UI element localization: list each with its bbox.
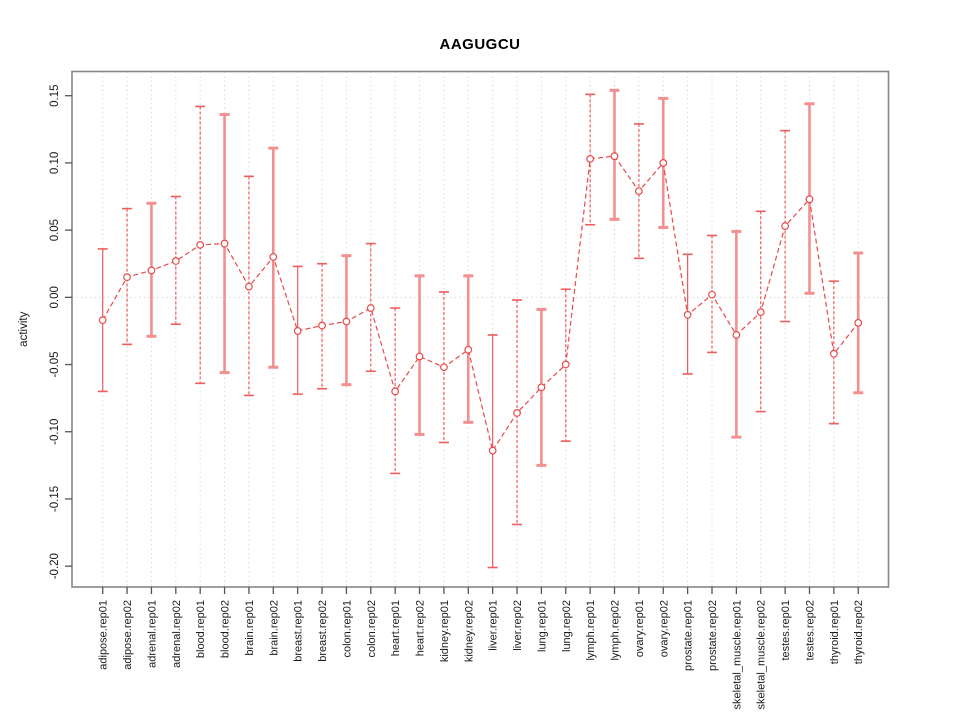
x-tick-label: skeletal_muscle.rep02 bbox=[756, 600, 768, 709]
x-tick-label: brain.rep01 bbox=[244, 600, 256, 656]
y-tick-label: -0.10 bbox=[49, 419, 61, 445]
data-point bbox=[293, 327, 302, 335]
data-point bbox=[829, 349, 838, 358]
data-point bbox=[366, 304, 375, 312]
y-tick-label: 0.00 bbox=[49, 286, 61, 308]
x-tick-label: blood.rep02 bbox=[220, 600, 232, 658]
data-point bbox=[537, 383, 546, 392]
x-tick-label: heart.rep02 bbox=[415, 600, 427, 656]
data-point bbox=[561, 360, 570, 369]
data-point bbox=[98, 316, 107, 325]
y-tick-label: -0.05 bbox=[49, 351, 61, 377]
x-tick-label: heart.rep01 bbox=[390, 600, 402, 656]
x-tick-label: thyroid.rep02 bbox=[853, 600, 865, 664]
x-tick-label: lung.rep02 bbox=[561, 600, 573, 652]
x-tick-label: prostate.rep02 bbox=[707, 600, 719, 671]
x-tick-label: colon.rep02 bbox=[366, 600, 378, 658]
x-tick-label: lymph.rep01 bbox=[585, 600, 597, 661]
data-point bbox=[245, 282, 253, 291]
x-tick-label: skeletal_muscle.rep01 bbox=[731, 600, 743, 709]
data-point bbox=[610, 152, 619, 161]
x-tick-label: adrenal.rep02 bbox=[171, 600, 183, 668]
x-tick-label: breast.rep02 bbox=[317, 600, 329, 662]
chart-title: AAGUGCU bbox=[439, 36, 521, 53]
plot-border bbox=[71, 70, 890, 588]
data-point bbox=[488, 446, 497, 455]
x-tick-label: ovary.rep01 bbox=[634, 600, 646, 657]
x-tick-label: colon.rep01 bbox=[341, 600, 353, 658]
x-tick-label: liver.rep01 bbox=[488, 600, 500, 651]
y-tick-label: 0.10 bbox=[49, 152, 61, 174]
data-point bbox=[123, 273, 131, 282]
x-tick-label: testes.rep01 bbox=[780, 600, 792, 661]
data-point bbox=[147, 266, 156, 275]
data-point bbox=[659, 159, 668, 167]
data-point bbox=[342, 317, 351, 326]
x-tick-label: adrenal.rep01 bbox=[146, 600, 158, 668]
data-point bbox=[391, 387, 400, 396]
x-tick-label: ovary.rep02 bbox=[658, 600, 670, 657]
data-point bbox=[196, 241, 205, 249]
data-point bbox=[269, 253, 278, 261]
data-point bbox=[440, 363, 448, 372]
y-axis-label: activity bbox=[18, 311, 30, 346]
data-point bbox=[171, 257, 180, 265]
x-tick-label: liver.rep02 bbox=[512, 600, 524, 651]
x-tick-label: thyroid.rep01 bbox=[829, 600, 841, 664]
x-tick-label: brain.rep02 bbox=[268, 600, 280, 656]
y-tick-label: -0.20 bbox=[49, 553, 61, 579]
y-tick-label: 0.15 bbox=[49, 85, 61, 107]
series-line bbox=[102, 155, 859, 453]
data-point bbox=[732, 331, 741, 339]
data-point bbox=[683, 310, 692, 319]
data-point bbox=[464, 345, 473, 354]
y-tick-label: 0.05 bbox=[49, 219, 61, 241]
data-point bbox=[634, 187, 643, 196]
data-point bbox=[854, 318, 863, 327]
y-tick-label: -0.15 bbox=[49, 486, 61, 512]
data-point bbox=[586, 154, 595, 163]
x-tick-label: kidney.rep01 bbox=[439, 600, 451, 662]
x-tick-label: adipose.rep02 bbox=[122, 600, 134, 670]
data-point bbox=[781, 222, 790, 230]
x-tick-label: kidney.rep02 bbox=[463, 600, 475, 662]
x-tick-label: prostate.rep01 bbox=[683, 600, 695, 671]
data-point bbox=[756, 308, 765, 317]
x-tick-label: blood.rep01 bbox=[195, 600, 207, 658]
data-point bbox=[805, 195, 814, 204]
data-point bbox=[220, 239, 229, 248]
data-point bbox=[415, 352, 424, 361]
data-point bbox=[708, 290, 716, 299]
x-tick-label: lymph.rep02 bbox=[610, 600, 622, 661]
x-tick-label: adipose.rep01 bbox=[98, 600, 110, 670]
data-point bbox=[513, 409, 521, 417]
x-tick-label: testes.rep02 bbox=[804, 600, 816, 661]
data-point bbox=[318, 321, 326, 330]
x-tick-label: lung.rep01 bbox=[536, 600, 548, 652]
x-tick-label: breast.rep01 bbox=[293, 600, 305, 662]
